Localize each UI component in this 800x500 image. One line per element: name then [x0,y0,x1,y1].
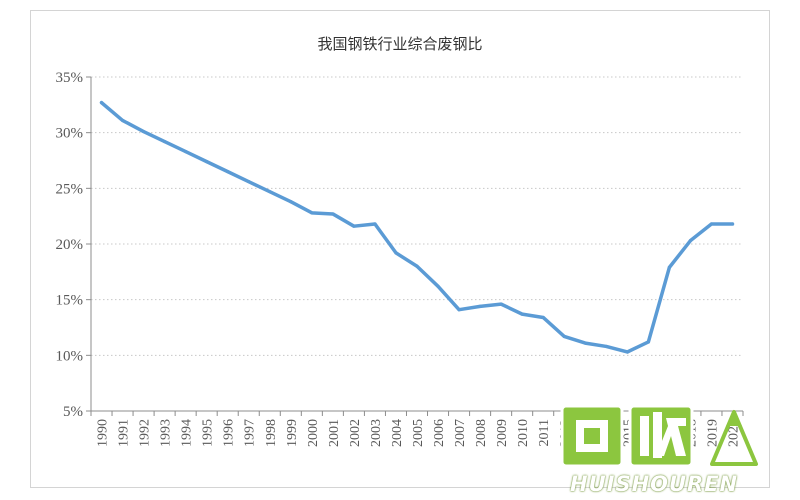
data-point [289,200,293,204]
x-tick-label: 2005 [411,419,426,447]
chart-title: 我国钢铁行业综合废钢比 [317,35,482,53]
data-point [478,304,482,308]
series-group [99,100,735,354]
chart-area: 我国钢铁行业综合废钢比 5% 10% 15% 20% 25% 30% 35% 1990 199… [30,10,770,488]
data-point [205,160,209,164]
x-tick-label: 2009 [495,419,510,447]
x-tick-label: 1994 [180,419,195,447]
x-tick-label: 2011 [537,419,552,446]
x-tick-label: 2019 [705,419,720,447]
data-point [499,302,503,306]
x-tick-label: 2000 [306,419,321,447]
watermark-word: HUISHOUREN [570,472,739,496]
data-point [436,284,440,288]
data-point [583,341,587,345]
data-point [604,344,608,349]
data-point [457,308,461,312]
data-point [99,101,104,105]
data-point [730,222,735,226]
watermark-glyphs [560,404,758,468]
y-tick-labels: 5% 10% 15% 20% 25% 30% 35% [56,70,84,420]
data-point [331,212,335,216]
y-tick-label: 25% [56,181,84,197]
y-tick-label: 30% [56,126,84,142]
x-tick-label: 2007 [453,419,468,447]
recycle-icon [710,410,758,466]
y-tick-label: 35% [56,70,84,86]
data-point [184,149,188,154]
gridlines [91,76,743,356]
data-point [310,211,314,215]
x-tick-label: 2008 [474,419,489,447]
x-tick-label: 1990 [96,419,111,447]
data-point [141,129,146,134]
x-tick-label: 2006 [432,419,447,447]
data-point [562,334,566,339]
data-point [163,139,167,144]
x-tick-label: 1999 [285,419,300,447]
x-tick-label: 2001 [327,419,342,447]
y-tick-label: 15% [56,293,84,309]
data-point [247,180,251,184]
data-point [352,224,356,228]
data-point [688,239,693,243]
data-point [520,312,524,316]
watermark-logo: HUISHOUREN [540,404,780,496]
x-tick-label: 1992 [138,419,153,447]
data-point [646,340,650,344]
x-tick-label: 1996 [222,419,237,447]
x-tick-label: 2010 [516,419,531,447]
data-point [415,264,419,268]
data-point [268,190,272,194]
data-point [394,251,398,255]
series-line [99,100,735,354]
x-tick-label: 1993 [159,419,174,447]
y-tick-label: 20% [56,237,84,253]
y-tick-label: 10% [56,348,84,364]
axes [86,76,744,416]
x-tick-label: 1991 [117,419,132,447]
x-tick-label: 2002 [348,419,363,447]
data-point [226,170,230,174]
x-tick-label: 2003 [369,419,384,447]
x-tick-label: 1997 [243,419,258,447]
x-tick-label: 1998 [264,419,279,447]
y-tick-label: 5% [63,404,83,420]
data-point [120,118,125,123]
data-point [541,315,545,320]
x-tick-label: 1995 [201,419,216,447]
data-point [709,222,714,226]
data-point [373,222,377,226]
data-point [667,265,671,269]
x-tick-label: 2004 [390,419,405,447]
data-point [625,350,629,354]
